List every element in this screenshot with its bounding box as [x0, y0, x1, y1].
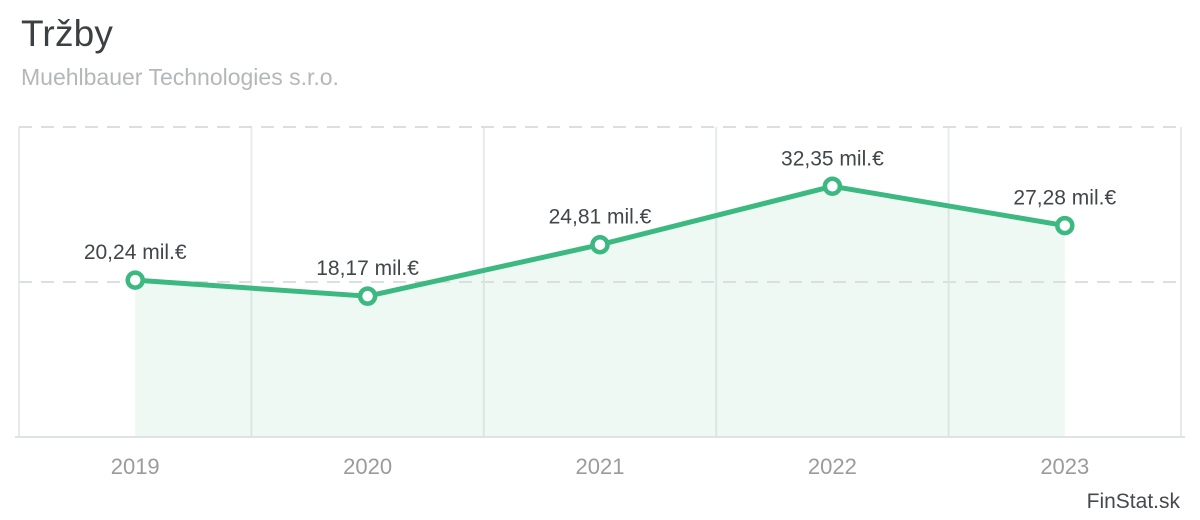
data-point-2020[interactable]: [357, 286, 378, 306]
data-point-label: 20,24 mil.€: [84, 241, 187, 264]
finstat-watermark: FinStat.sk: [1086, 490, 1180, 513]
company-name-subtitle: Muehlbauer Technologies s.r.o.: [21, 64, 339, 90]
data-point-label: 18,17 mil.€: [316, 257, 419, 280]
x-axis-label-2022: 2022: [808, 454, 857, 479]
data-point-2021[interactable]: [590, 234, 610, 255]
data-point-label: 27,28 mil.€: [1013, 187, 1116, 210]
data-point-label: 24,81 mil.€: [549, 206, 652, 229]
revenue-area: [135, 186, 1065, 437]
data-point-2023[interactable]: [1055, 215, 1075, 236]
x-axis-label-2020: 2020: [343, 454, 392, 479]
x-axis-label-2021: 2021: [576, 454, 625, 479]
data-point-label: 32,35 mil.€: [781, 147, 884, 170]
x-axis-label-2023: 2023: [1040, 454, 1089, 479]
data-point-2022[interactable]: [822, 176, 843, 197]
data-point-2019[interactable]: [125, 270, 145, 290]
page-title: Tržby: [21, 13, 114, 54]
x-axis-label-2019: 2019: [111, 454, 160, 479]
